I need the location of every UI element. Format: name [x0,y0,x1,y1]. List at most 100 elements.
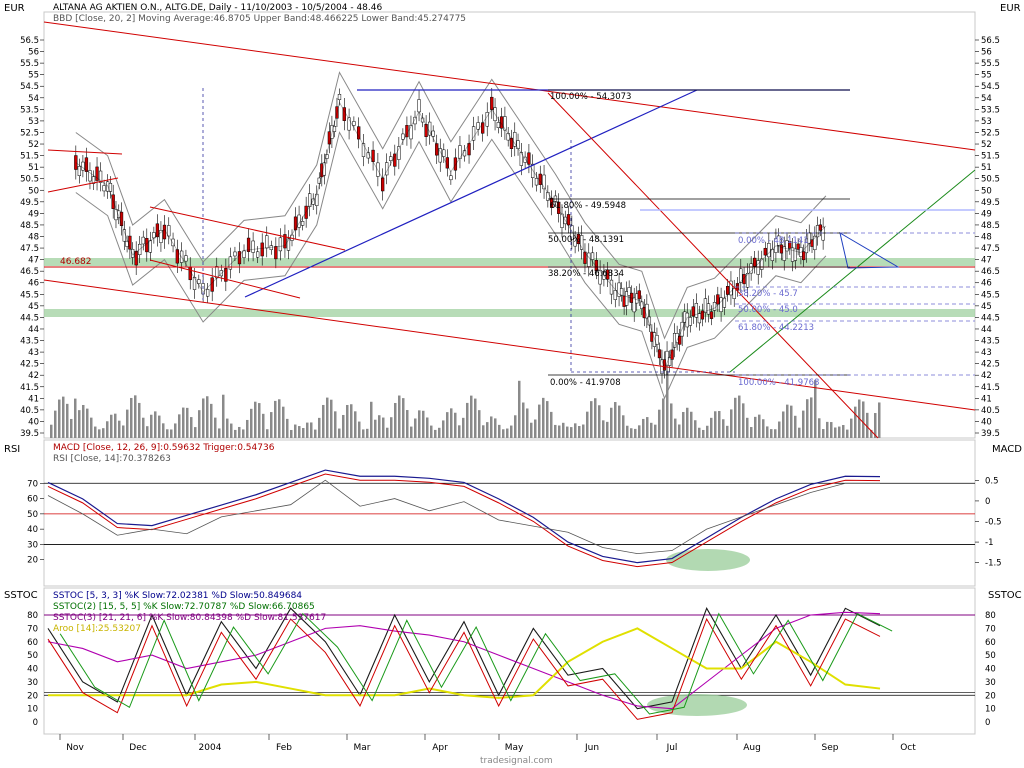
price-tick-label-left: 56.5 [20,36,39,46]
volume-bar [446,412,449,438]
volume-bar [206,396,209,438]
candle-body [726,286,730,295]
volume-bar [802,410,805,438]
macd-tick-label: -0.5 [985,518,1002,528]
candle-body [745,273,750,288]
candle-body [678,335,682,345]
rsi-panel-label: RSI [4,444,20,455]
candle-body [449,175,453,181]
volume-bar [314,429,317,438]
volume-bar [242,429,245,438]
macd-tick-label: 0 [985,497,990,507]
candle-body [342,107,346,121]
candle-body [315,193,319,206]
candle-body [159,230,163,243]
volume-bar [798,427,801,438]
price-tick-label-right: 41.5 [981,383,1000,393]
volume-bar [58,399,61,438]
candle-body [111,194,115,209]
candle-body [308,193,312,207]
candle-body [667,357,672,366]
volume-bar [286,418,289,438]
volume-bar [674,418,677,438]
volume-bar [398,395,401,438]
volume-bar [258,403,261,438]
x-axis-month-label: Oct [900,743,916,753]
candle-body [122,229,126,242]
candle-body [485,112,489,127]
volume-bar [710,417,713,438]
candle-body [753,257,757,267]
sstoc-tick-label-left: 20 [27,691,38,701]
candle-body [471,126,476,141]
candle-body [269,245,273,250]
candle-body [534,178,539,186]
candle-body [453,157,458,171]
volume-bar [686,407,689,438]
price-tick-label-right: 47.5 [981,244,1000,254]
volume-bar [790,405,793,438]
price-tick-label-right: 40.5 [981,406,1000,416]
candle-body [438,148,442,163]
candle-body [304,205,308,219]
volume-bar [610,407,613,438]
candle-body [81,161,85,171]
fib-right-100: 100.00% - 41.9768 [738,378,819,388]
candle-body [175,249,179,264]
candle-body [688,317,692,326]
price-tick-label-left: 55.5 [20,59,39,69]
macd-tick-label: -1 [985,538,993,548]
sstoc-tick-label-left: 80 [27,611,38,621]
candle-body [397,146,401,160]
candle-body [583,251,587,264]
candle-body [376,162,380,177]
volume-bar [318,417,321,438]
candle-body [219,270,223,277]
price-tick-label-right: 48 [981,233,992,243]
volume-bar [246,419,249,438]
sstoc-tick-label-right: 0 [985,718,990,728]
volume-bar [622,415,625,438]
volume-bar [142,417,145,438]
candle-body [381,177,385,192]
volume-bar [862,401,865,438]
volume-bar [78,410,81,438]
volume-bar [730,409,733,438]
volume-bar [254,401,257,438]
rsi-tick-label: 50 [27,510,38,520]
macd-panel-label: MACD [992,444,1022,455]
volume-bar [382,417,385,438]
macd-line [47,469,881,564]
volume-bar [570,427,573,438]
sstoc-tick-label-left: 0 [33,718,38,728]
sstoc-tick-label-right: 30 [985,678,996,688]
candle-body [210,277,214,292]
price-tick-label-right: 45.5 [981,290,1000,300]
volume-bar [838,426,841,438]
price-tick-label-left: 56 [28,48,39,58]
candle-body [538,173,542,185]
fib-right-618: 61.80% - 44.2213 [738,323,814,333]
sstoc-grid: 0 0 10 10 20 20 30 30 40 40 50 50 60 60 70 70 80 80 [27,611,996,728]
candle-body [162,224,167,240]
volume-bar [866,412,869,438]
price-tick-label-left: 50 [28,186,39,196]
candle-body [265,235,269,249]
candle-body [739,268,743,283]
candle-body [84,157,89,172]
fib-right-50: 50.00% - 45.0 [738,305,798,315]
candle-body [777,235,781,246]
sstoc-tick-label-left: 60 [27,638,38,648]
candle-body [385,162,389,176]
candle-body [694,303,698,318]
candle-body [670,349,674,360]
x-axis-month-label: Jun [584,743,599,753]
volume-bar [630,428,633,438]
sstoc-d-line [47,617,881,720]
candle-body [179,250,184,263]
price-tick-label-left: 46 [28,279,39,289]
candle-body [335,106,339,119]
price-tick-label-left: 54 [28,94,39,104]
price-tick-label-right: 43 [981,348,992,358]
triangle-pattern [839,231,900,269]
